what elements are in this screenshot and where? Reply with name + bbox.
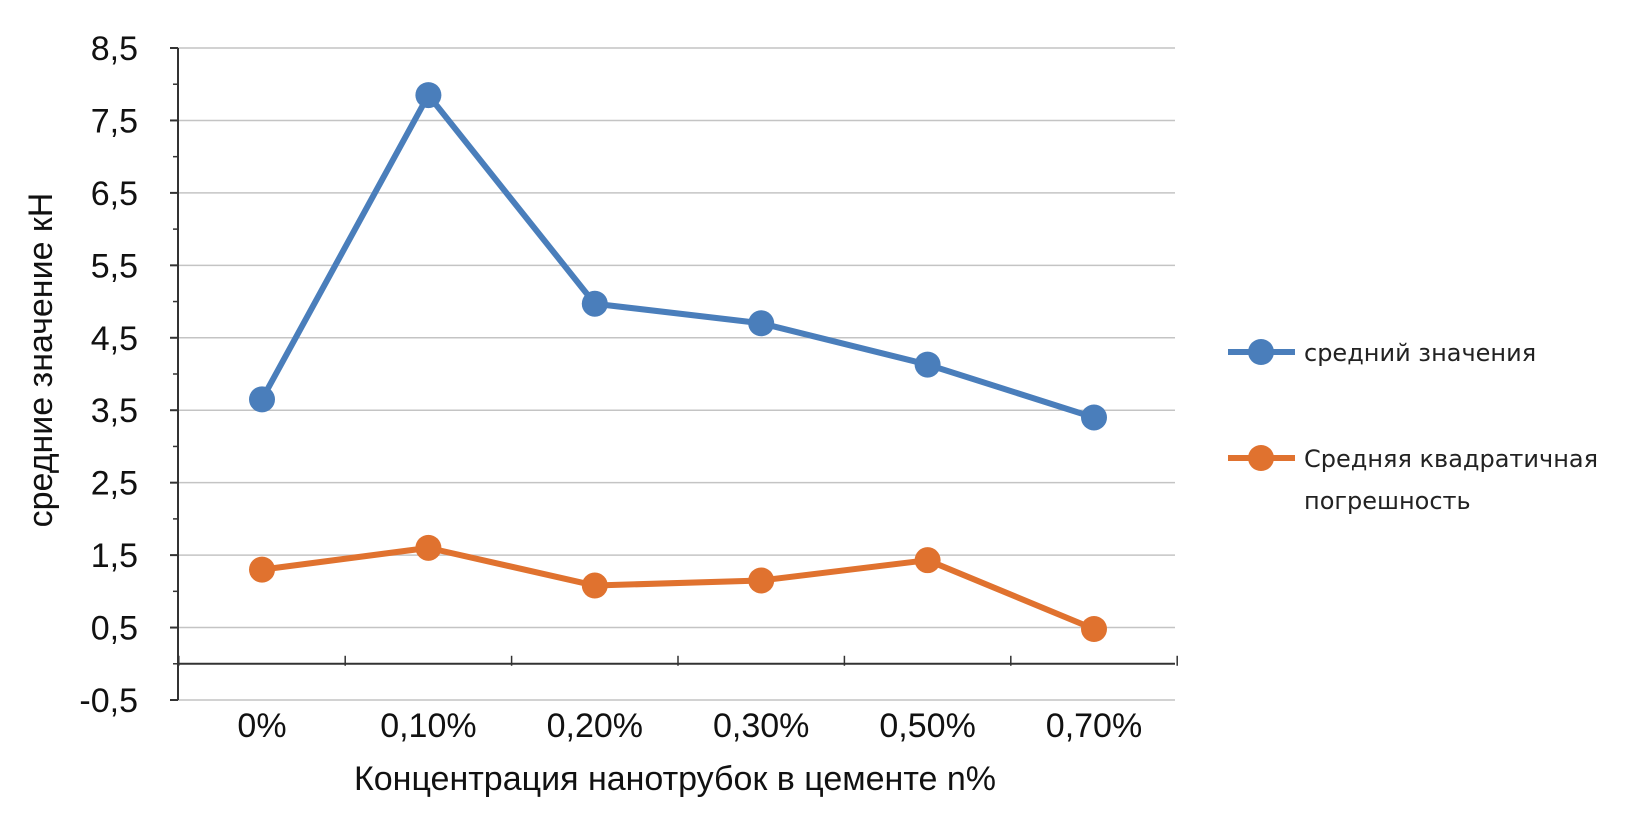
- data-point: [914, 547, 941, 574]
- data-point: [415, 82, 442, 109]
- y-tick-label: 7,5: [91, 102, 138, 140]
- y-tick-label: -0,5: [79, 682, 138, 720]
- axes: [170, 47, 1178, 701]
- y-tick-label: 8,5: [91, 30, 138, 68]
- data-point: [249, 556, 275, 583]
- x-tick-labels: 0% 0,10% 0,20% 0,30% 0,50% 0,70%: [237, 707, 1142, 745]
- data-point: [415, 534, 442, 561]
- x-axis-title: Концентрация нанотрубок в цементе n%: [354, 760, 996, 798]
- y-tick-label: 4,5: [91, 320, 138, 358]
- data-point: [249, 386, 275, 413]
- data-point: [914, 351, 941, 378]
- legend-label: средний значения: [1304, 339, 1536, 367]
- legend-entry-1: средний значения: [1228, 339, 1536, 367]
- x-tick-label: 0,30%: [713, 707, 809, 745]
- legend-marker: [1248, 339, 1274, 365]
- data-point: [1081, 616, 1107, 643]
- series: [249, 82, 1107, 643]
- y-tick-label: 1,5: [91, 537, 138, 575]
- data-point: [748, 310, 775, 337]
- y-axis-title: средние значение кН: [22, 193, 60, 528]
- data-point: [581, 290, 608, 317]
- legend: средний значения Средняя квадратичная погр…: [1228, 339, 1598, 515]
- series-2: [249, 534, 1107, 643]
- legend-label: Средняя квадратичная погрешность: [1304, 445, 1598, 515]
- data-point: [581, 572, 608, 599]
- grid-lines: [178, 47, 1175, 701]
- y-tick-labels: -0,5 0,5 1,5 2,5 3,5 4,5 5,5 6,5 7,5 8,5: [79, 30, 138, 720]
- y-tick-label: 0,5: [91, 610, 138, 648]
- x-tick-label: 0,70%: [1046, 707, 1142, 745]
- series-line: [259, 92, 1097, 421]
- series-1: [249, 82, 1107, 431]
- legend-entry-2: Средняя квадратичная погрешность: [1228, 445, 1598, 515]
- y-tick-label: 6,5: [91, 175, 138, 213]
- data-point: [1081, 404, 1107, 431]
- data-point: [748, 567, 775, 594]
- y-tick-label: 3,5: [91, 392, 138, 430]
- y-tick-label: 2,5: [91, 465, 138, 503]
- x-tick-label: 0,20%: [547, 707, 643, 745]
- series-line: [259, 544, 1097, 633]
- x-tick-label: 0%: [237, 707, 286, 745]
- x-tick-label: 0,10%: [380, 707, 476, 745]
- y-tick-label: 5,5: [91, 247, 138, 285]
- x-tick-label: 0,50%: [879, 707, 975, 745]
- legend-marker: [1248, 445, 1274, 471]
